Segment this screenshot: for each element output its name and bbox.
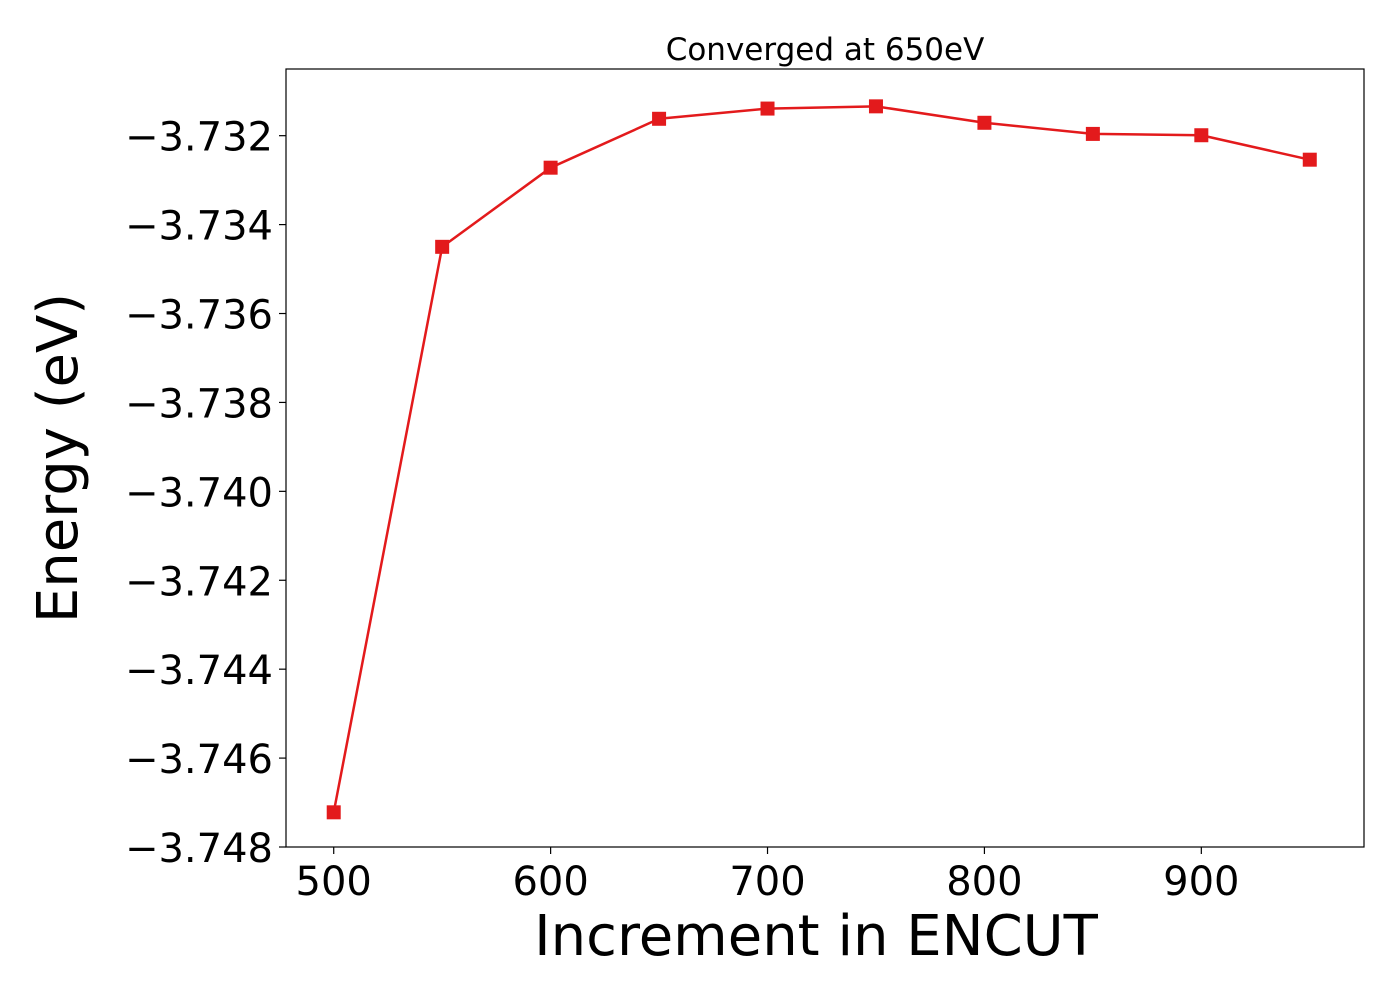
x-tick-label: 700 [729,859,805,905]
data-point-marker [977,115,992,130]
data-point-marker [326,805,341,820]
x-tick-label: 900 [1163,859,1239,905]
data-point-marker [435,239,450,254]
y-tick-label: −3.746 [125,737,273,783]
series-line [332,105,1311,813]
y-axis-ticks: −3.748 −3.746 −3.744 −3.742 −3.740 −3.738 −3.7… [125,115,286,872]
y-tick-label: −3.744 [125,648,273,694]
data-point-marker [1085,126,1100,141]
plot-frame [285,68,1365,848]
y-tick-label: −3.736 [125,293,273,339]
x-tick-label: 500 [296,859,372,905]
x-axis-label: Increment in ENCUT [534,904,1099,969]
chart-title: Converged at 650eV [666,32,985,68]
series-layer [326,99,1317,820]
x-axis-ticks: 500 600 700 800 900 [296,847,1240,905]
data-point-marker [652,111,667,126]
y-tick-label: −3.738 [125,381,273,427]
y-axis-label: Energy (eV) [26,293,91,623]
y-tick-label: −3.732 [125,115,273,161]
x-tick-label: 800 [946,859,1022,905]
y-tick-label: −3.742 [125,559,273,605]
y-tick-label: −3.740 [125,470,273,516]
x-tick-label: 600 [512,859,588,905]
data-point-marker [543,160,558,175]
y-tick-label: −3.734 [125,204,273,250]
y-tick-label: −3.748 [125,826,273,872]
data-point-marker [1194,128,1209,143]
data-point-marker [1302,152,1317,167]
data-point-marker [868,99,883,114]
data-point-marker [760,101,775,116]
